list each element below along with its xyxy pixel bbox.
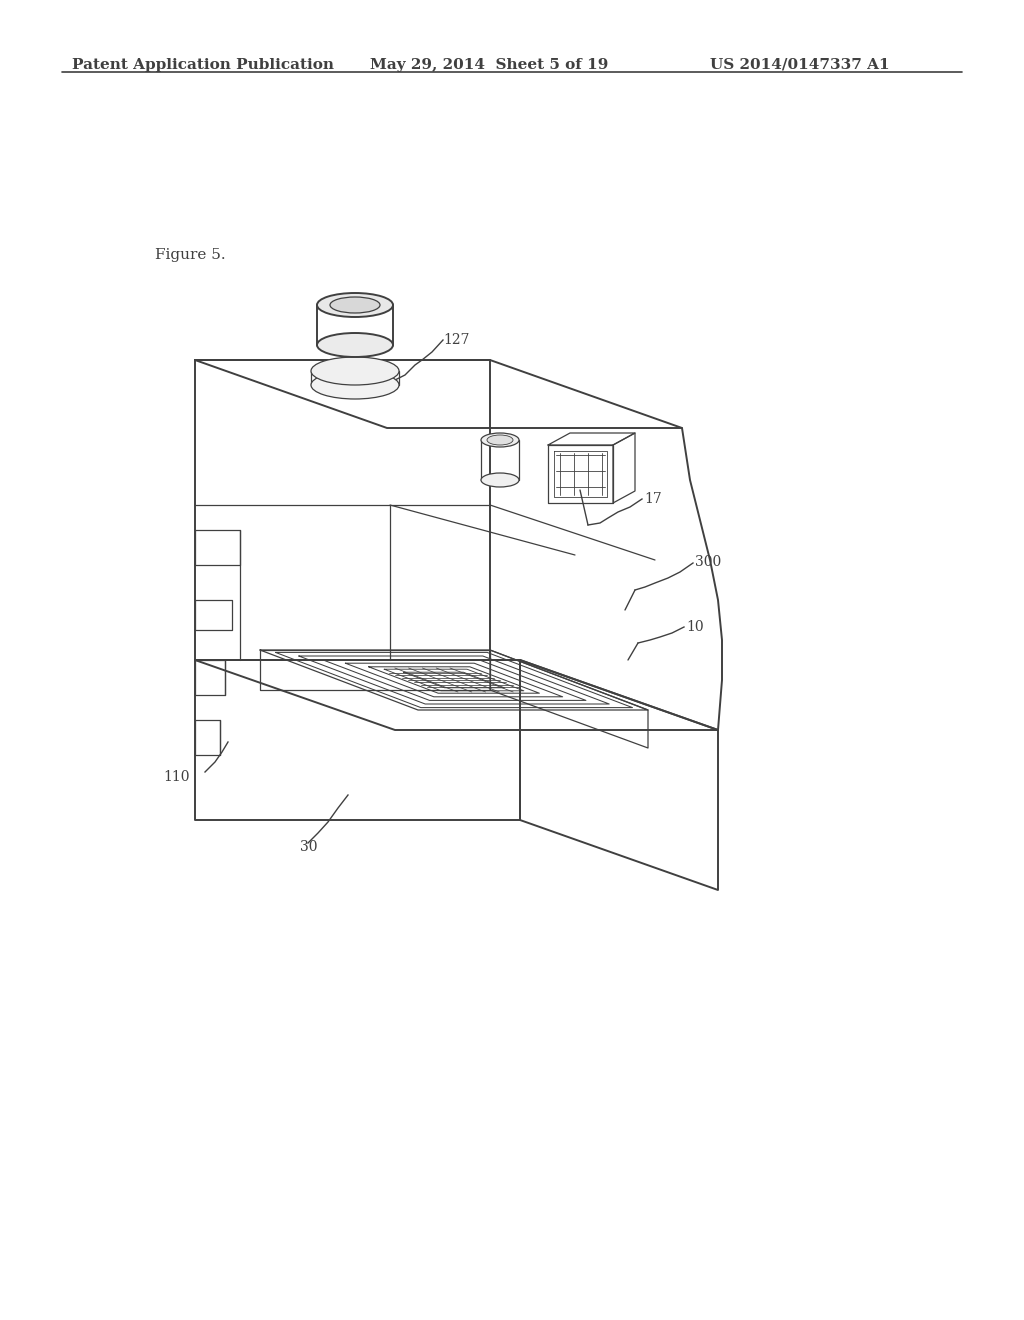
Text: Patent Application Publication: Patent Application Publication <box>72 58 334 73</box>
Text: 30: 30 <box>300 840 317 854</box>
Text: 110: 110 <box>163 770 189 784</box>
Ellipse shape <box>311 356 399 385</box>
Ellipse shape <box>317 333 393 356</box>
Ellipse shape <box>317 293 393 317</box>
Text: 17: 17 <box>644 492 662 506</box>
Text: 127: 127 <box>443 333 469 347</box>
Text: May 29, 2014  Sheet 5 of 19: May 29, 2014 Sheet 5 of 19 <box>370 58 608 73</box>
Text: Figure 5.: Figure 5. <box>155 248 225 261</box>
Text: 10: 10 <box>686 620 703 634</box>
Ellipse shape <box>487 436 513 445</box>
Ellipse shape <box>330 297 380 313</box>
Text: 300: 300 <box>695 554 721 569</box>
Text: US 2014/0147337 A1: US 2014/0147337 A1 <box>710 58 890 73</box>
Ellipse shape <box>481 473 519 487</box>
Ellipse shape <box>481 433 519 447</box>
Ellipse shape <box>311 371 399 399</box>
